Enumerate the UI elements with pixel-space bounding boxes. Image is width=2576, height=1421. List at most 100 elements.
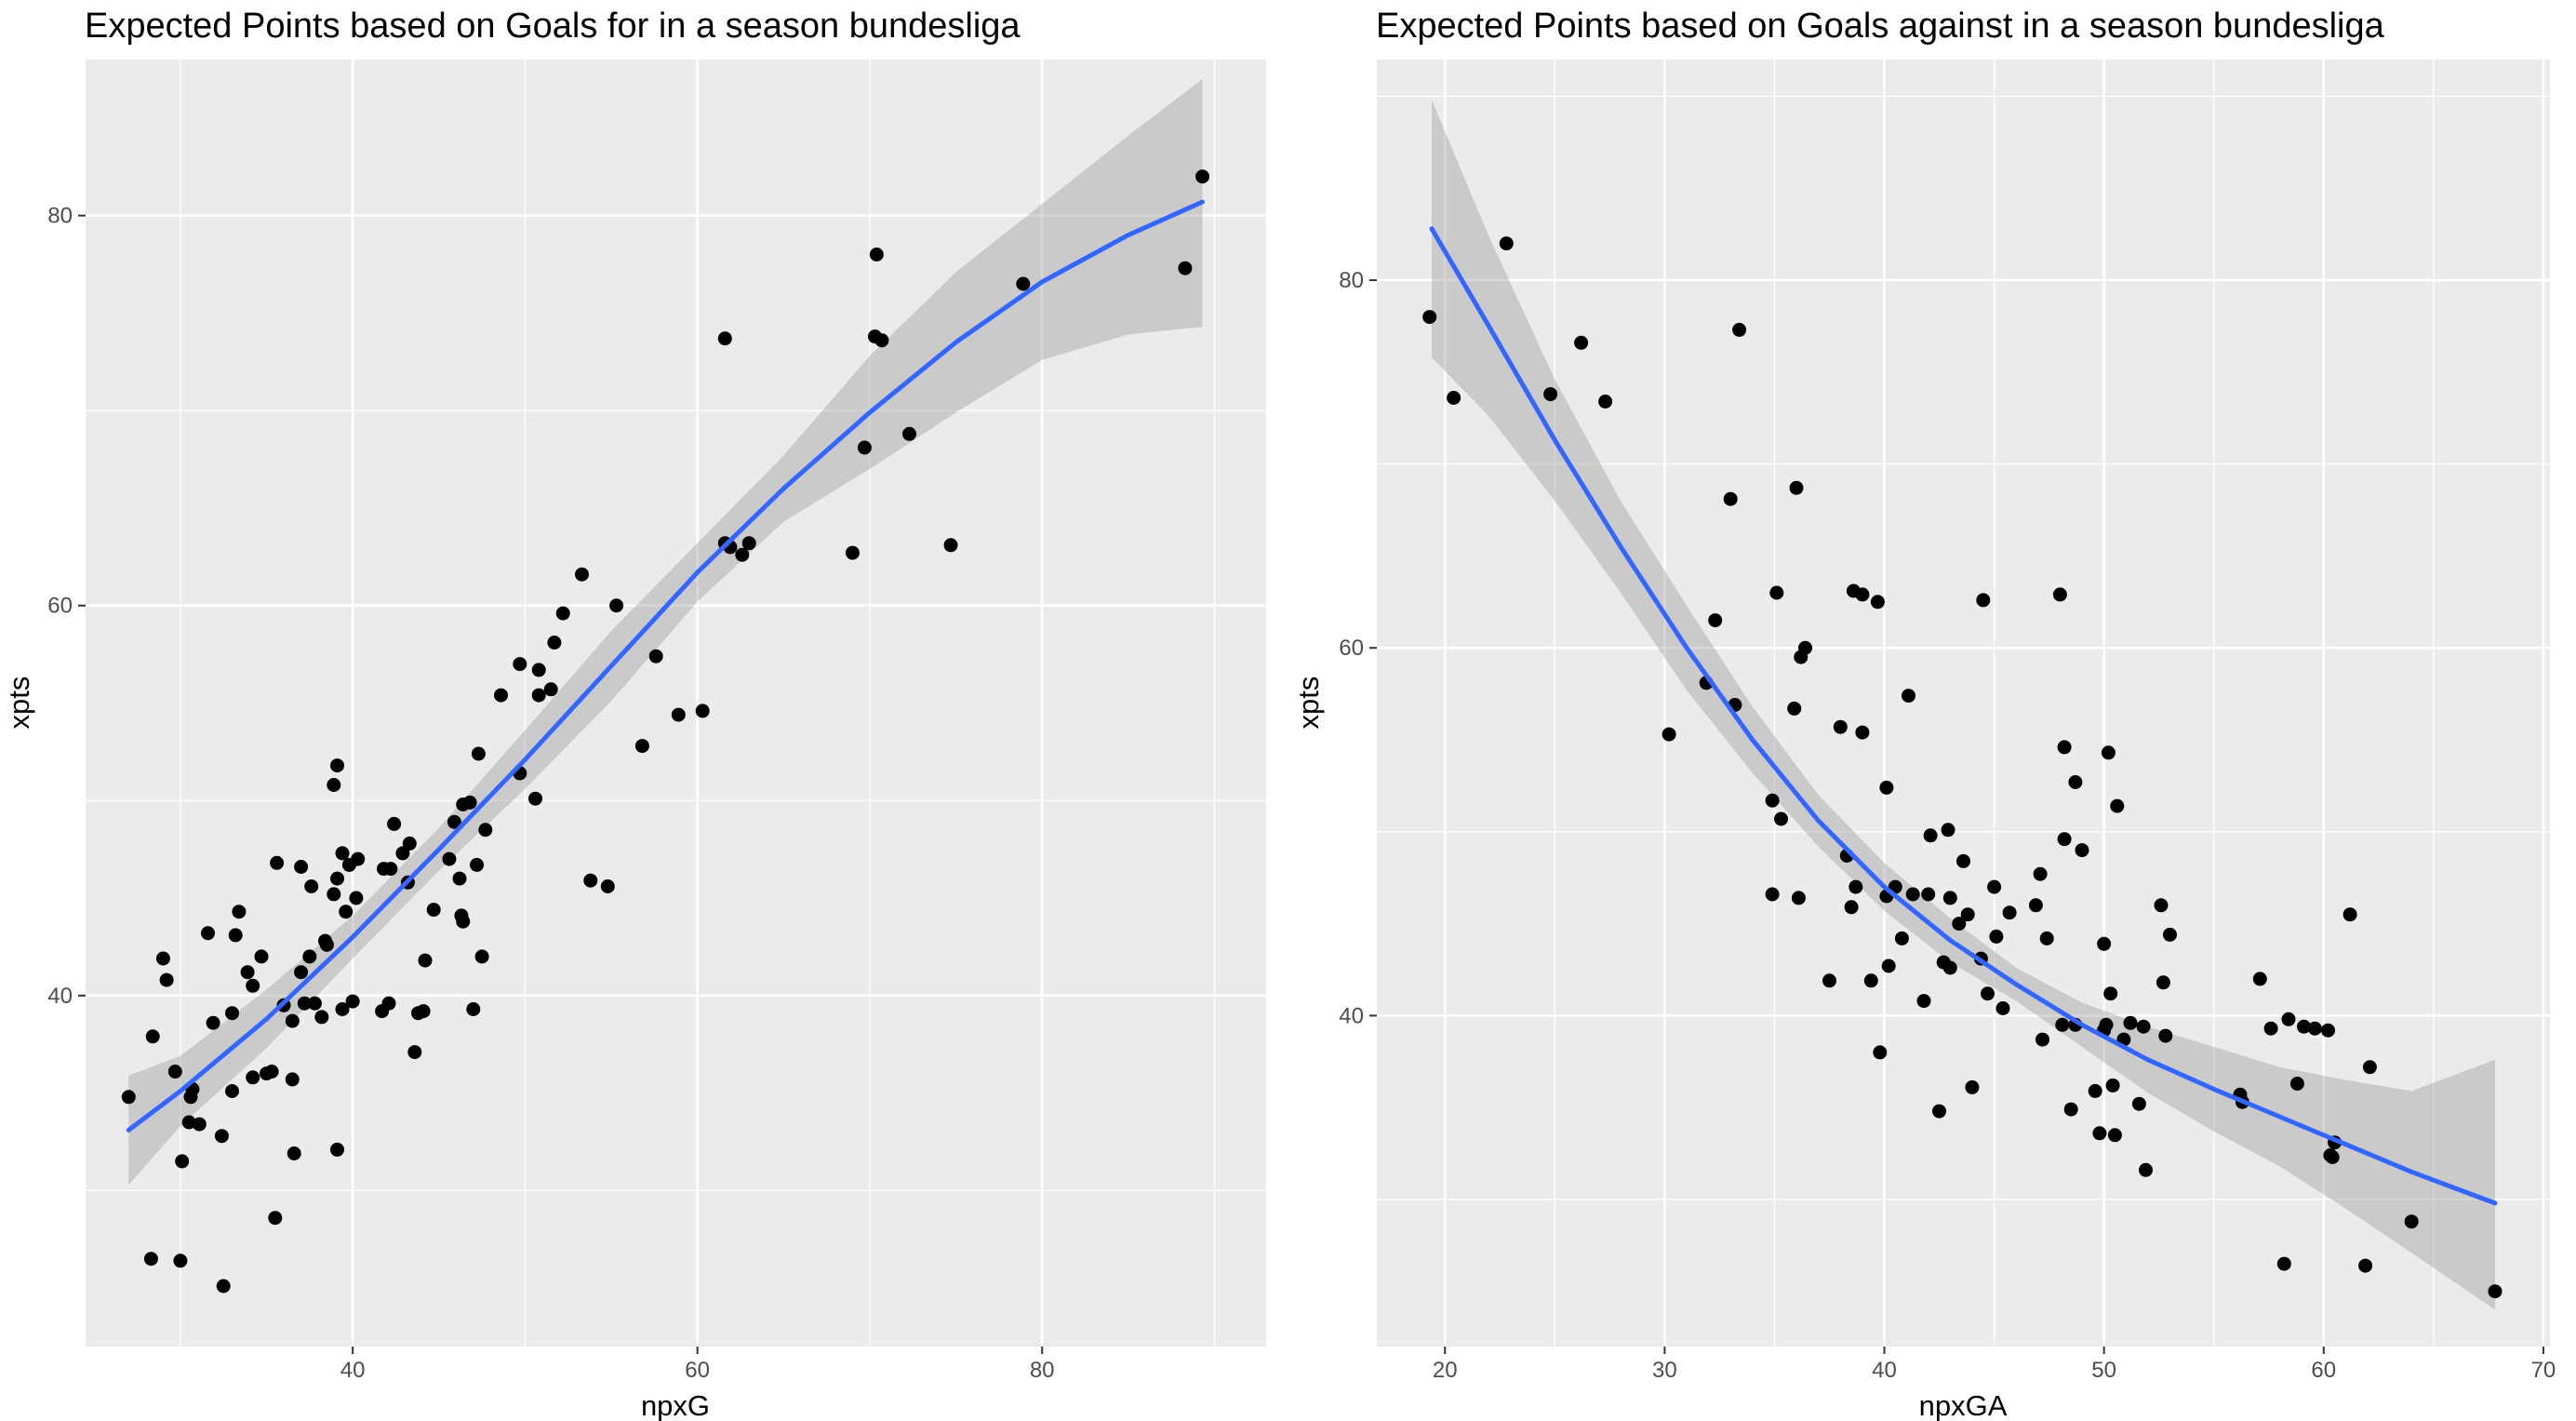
data-point <box>1932 1104 1946 1119</box>
data-point <box>1870 595 1885 610</box>
data-point <box>426 903 441 918</box>
data-point <box>555 606 570 621</box>
data-point <box>192 1117 207 1132</box>
data-point <box>1863 973 1878 988</box>
data-point <box>2123 1015 2138 1030</box>
data-point <box>407 1045 422 1060</box>
npxga-panel: 20 30 40 50 60 70 40 60 80 Expected Points based … <box>1292 7 2556 1421</box>
data-point <box>2028 898 2043 913</box>
data-point <box>2276 1256 2291 1271</box>
data-point <box>1873 1045 1888 1060</box>
data-point <box>145 1029 160 1044</box>
y-tick-label: 40 <box>1339 1003 1364 1028</box>
data-point <box>1881 959 1896 973</box>
data-point <box>175 1154 190 1169</box>
data-point <box>294 965 309 980</box>
data-point <box>307 996 322 1011</box>
data-point <box>327 887 341 902</box>
data-point <box>2035 1032 2049 1047</box>
data-point <box>330 871 344 886</box>
data-point <box>339 905 354 919</box>
data-point <box>246 978 260 993</box>
data-point <box>1769 585 1784 600</box>
plot-background <box>1377 60 2550 1347</box>
data-point <box>1981 986 1995 1001</box>
data-point <box>2099 1017 2114 1032</box>
data-point <box>583 873 598 888</box>
data-point <box>943 538 958 553</box>
data-point <box>159 972 174 987</box>
data-point <box>225 1006 239 1021</box>
data-point <box>2055 1017 2070 1032</box>
data-point <box>2105 1078 2120 1093</box>
data-point <box>335 1002 350 1016</box>
data-point <box>1732 322 1747 337</box>
data-point <box>232 905 247 919</box>
data-point <box>845 545 860 560</box>
data-point <box>121 1090 136 1105</box>
data-point <box>902 426 916 441</box>
data-point <box>2158 1028 2173 1043</box>
data-point <box>2101 745 2116 760</box>
data-point <box>1822 973 1836 988</box>
data-point <box>181 1115 196 1130</box>
data-point <box>402 836 417 851</box>
x-tick-label: 40 <box>340 1358 366 1383</box>
data-point <box>416 1004 431 1019</box>
data-point <box>1178 261 1193 275</box>
data-point <box>2362 1060 2377 1075</box>
data-point <box>452 871 467 886</box>
data-point <box>1765 887 1780 902</box>
data-point <box>466 1002 481 1016</box>
data-point <box>304 879 319 893</box>
x-axis-title: npxG <box>641 1389 710 1421</box>
data-point <box>1952 917 1967 932</box>
data-point <box>330 758 344 773</box>
data-point <box>1833 719 1848 734</box>
data-point <box>513 657 527 672</box>
data-point <box>1774 811 1788 826</box>
data-point <box>314 1010 329 1025</box>
data-point <box>531 663 546 677</box>
y-tick-label: 80 <box>1339 268 1364 293</box>
data-point <box>857 440 872 455</box>
y-tick-label: 60 <box>47 594 73 619</box>
data-point <box>395 846 410 861</box>
data-point <box>1965 1079 1980 1094</box>
y-axis-title: xpts <box>1292 677 1325 730</box>
x-tick-label: 40 <box>1872 1358 1897 1383</box>
x-tick-label: 50 <box>2091 1358 2116 1383</box>
x-tick-label: 20 <box>1433 1358 1458 1383</box>
plot-background <box>86 60 1266 1347</box>
data-point <box>254 949 269 964</box>
data-point <box>2307 1021 2322 1036</box>
data-point <box>268 1211 283 1226</box>
data-point <box>225 1084 239 1098</box>
data-point <box>1894 931 1909 945</box>
data-point <box>2075 843 2089 858</box>
data-point <box>1574 335 1589 350</box>
data-point <box>1016 276 1031 291</box>
data-point <box>470 857 484 872</box>
data-point <box>1989 929 2004 944</box>
npxg-chart-title: Expected Points based on Goals for in a … <box>85 7 1021 46</box>
data-point <box>294 860 309 874</box>
data-point <box>741 536 756 551</box>
data-point <box>456 914 471 929</box>
data-point <box>600 879 615 893</box>
data-point <box>2252 972 2267 986</box>
data-point <box>543 682 558 697</box>
data-point <box>345 994 360 1009</box>
x-tick-label: 80 <box>1030 1358 1055 1383</box>
data-point <box>1662 727 1676 742</box>
data-point <box>330 1142 344 1157</box>
data-point <box>1855 725 1870 740</box>
data-point <box>327 778 341 792</box>
data-point <box>1921 887 1936 902</box>
data-point <box>874 333 889 348</box>
data-point <box>531 688 546 703</box>
data-point <box>285 1072 300 1087</box>
data-point <box>2057 832 2072 847</box>
confidence-band <box>1432 100 2495 1310</box>
data-point <box>2110 798 2125 813</box>
